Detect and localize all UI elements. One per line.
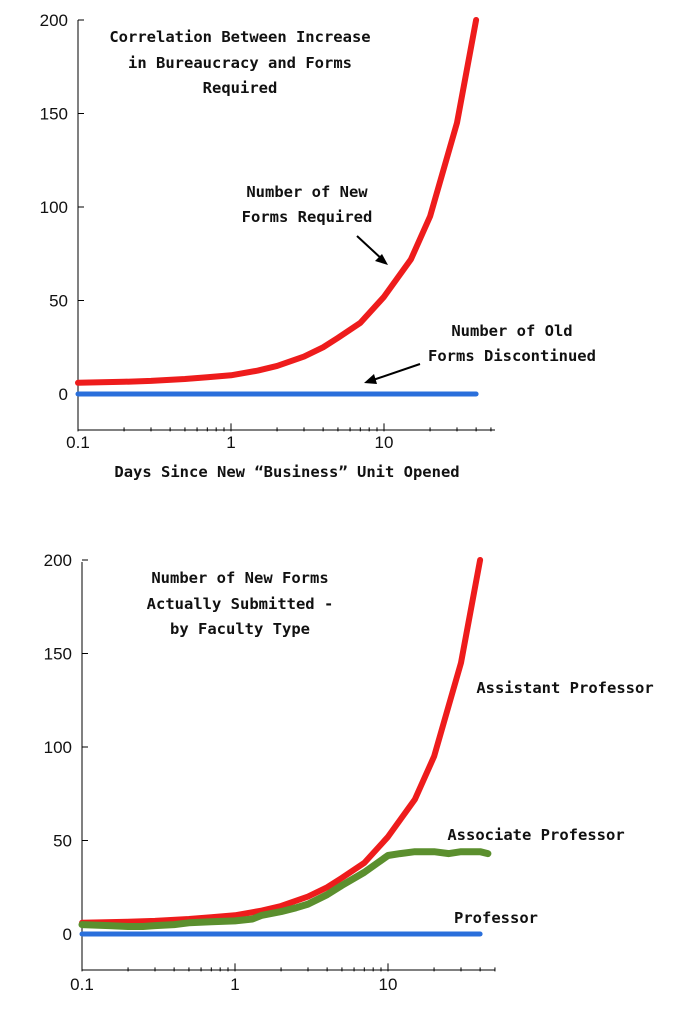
old-forms-label-line-1: Number of Old: [451, 322, 572, 340]
chart-2-x-ticks: 0.1 1 10: [70, 963, 496, 994]
chart-2-title-line-1: Number of New Forms: [151, 569, 328, 587]
chart-1-title-line-2: in Bureaucracy and Forms: [128, 54, 352, 72]
chart-1-y-tick-label-0: 0: [59, 385, 68, 404]
chart-2-x-tick-label-1: 1: [230, 975, 239, 994]
chart-1-y-ticks: 0 50 100 150 200: [40, 11, 84, 404]
chart-2-y-ticks: 0 50 100 150 200: [44, 551, 88, 944]
chart-2-y-tick-label-100: 100: [44, 738, 72, 757]
chart-1-x-tick-label-0.1: 0.1: [66, 433, 90, 452]
chart-2-y-tick-label-0: 0: [63, 925, 72, 944]
chart-2-title-line-3: by Faculty Type: [170, 620, 310, 638]
chart-2-x-tick-label-0.1: 0.1: [70, 975, 94, 994]
chart-1-y-tick-label-150: 150: [40, 105, 68, 124]
chart-2-y-tick-label-150: 150: [44, 645, 72, 664]
associate-professor-label: Associate Professor: [447, 826, 624, 844]
chart-2-y-tick-label-50: 50: [53, 832, 72, 851]
chart-2-series-associate: [78, 848, 492, 930]
chart-1: 0 50 100 150 200 0.1 1 10 Correlation Between …: [40, 11, 596, 481]
assistant-professor-label: Assistant Professor: [476, 679, 653, 697]
chart-1-y-tick-label-100: 100: [40, 198, 68, 217]
chart-2-x-tick-label-10: 10: [379, 975, 398, 994]
chart-2-series-assistant: [79, 557, 484, 926]
chart-1-y-tick-label-200: 200: [40, 11, 68, 30]
chart-1-title-line-3: Required: [203, 79, 278, 97]
chart-2-title-line-2: Actually Submitted -: [147, 595, 334, 613]
new-forms-label-line-2: Forms Required: [242, 208, 373, 226]
chart-1-series: [75, 17, 480, 397]
old-forms-arrow: [364, 363, 421, 384]
chart-1-series-new_forms: [75, 17, 480, 386]
chart-1-x-axis-label: Days Since New “Business” Unit Opened: [114, 463, 459, 481]
professor-label: Professor: [454, 909, 538, 927]
chart-1-x-tick-label-1: 1: [226, 433, 235, 452]
chart-2-series: [78, 557, 492, 937]
chart-1-title-line-1: Correlation Between Increase: [109, 28, 370, 46]
chart-1-y-tick-label-50: 50: [49, 292, 68, 311]
new-forms-label-line-1: Number of New: [246, 183, 368, 201]
chart-2-y-tick-label-200: 200: [44, 551, 72, 570]
new-forms-arrow: [356, 235, 388, 265]
chart-1-x-tick-label-10: 10: [375, 433, 394, 452]
chart-1-x-ticks: 0.1 1 10: [66, 423, 492, 452]
old-forms-label-line-2: Forms Discontinued: [428, 347, 596, 365]
